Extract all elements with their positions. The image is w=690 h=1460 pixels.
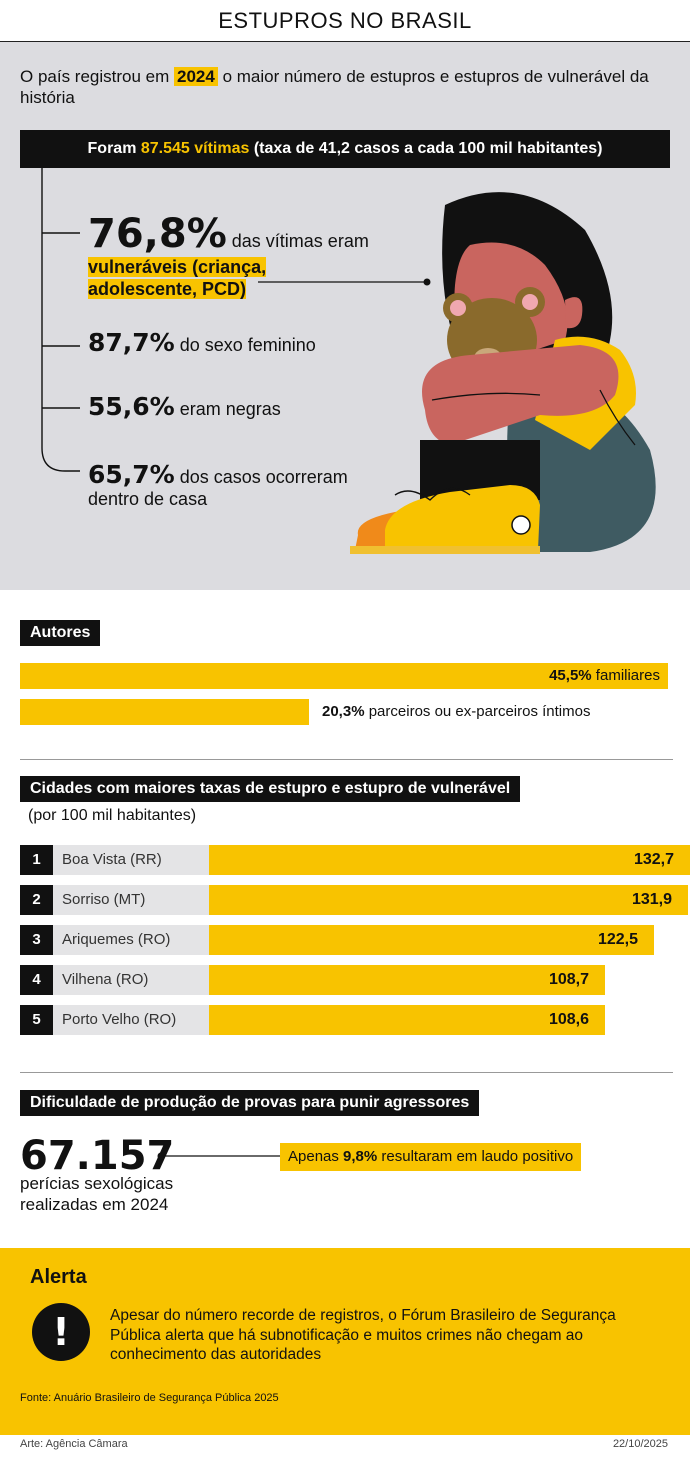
footer-date: 22/10/2025 xyxy=(612,1438,668,1450)
banner-victims: 87.545 vítimas xyxy=(140,140,250,157)
rank-bar: 122,5 xyxy=(209,925,654,955)
autores-pct-2: 20,3% xyxy=(322,703,365,720)
intro-before: O país registrou em xyxy=(20,67,175,86)
cidades-label: Cidades com maiores taxas de estupro e e… xyxy=(20,776,521,802)
callout-before: Apenas xyxy=(288,1148,344,1165)
rank-number: 5 xyxy=(20,1005,53,1035)
stat-pct-3: 55,6% xyxy=(88,392,175,421)
stat-text-4: dos casos ocorreram xyxy=(174,467,348,487)
intro-after: o maior número de estupros e estupros de… xyxy=(20,67,649,107)
stat-text-1: das vítimas eram xyxy=(226,231,369,251)
stat-feminino: 87,7% do sexo feminino xyxy=(88,330,316,356)
stats-connector-lines xyxy=(41,168,431,472)
rank-bar: 132,7 xyxy=(209,845,690,875)
stat-highlight-1a: vulneráveis (criança, xyxy=(88,257,267,277)
rank-row: 4 Vilhena (RO) 108,7 xyxy=(20,965,670,995)
cidades-subtitle: (por 100 mil habitantes) xyxy=(28,807,197,824)
stat-pct-1: 76,8% xyxy=(88,211,227,257)
pericias-line-1: perícias sexológicas xyxy=(20,1174,174,1193)
autores-label: Autores xyxy=(20,620,101,646)
intro-year: 2024 xyxy=(174,67,218,86)
divider xyxy=(20,1072,673,1073)
alert-text: Apesar do número recorde de registros, o… xyxy=(110,1307,616,1363)
stat-pct-4: 65,7% xyxy=(88,460,175,489)
alert-box xyxy=(0,1248,690,1435)
source-note: Fonte: Anuário Brasileiro de Segurança P… xyxy=(20,1392,279,1404)
rank-city: Ariquemes (RO) xyxy=(53,925,209,955)
rank-number: 1 xyxy=(20,845,53,875)
stat-text-2: do sexo feminino xyxy=(174,335,316,355)
stat-text-4b: dentro de casa xyxy=(88,489,208,509)
provas-label: Dificuldade de produção de provas para p… xyxy=(20,1090,480,1116)
rank-bar: 131,9 xyxy=(209,885,688,915)
rank-row: 2 Sorriso (MT) 131,9 xyxy=(20,885,688,915)
stat-highlight-1b: adolescente, PCD) xyxy=(88,279,247,299)
rank-number: 3 xyxy=(20,925,53,955)
page-title: ESTUPROS NO BRASIL xyxy=(0,0,690,42)
rank-number: 4 xyxy=(20,965,53,995)
rank-bar: 108,6 xyxy=(209,1005,605,1035)
callout-pct: 9,8% xyxy=(343,1148,378,1165)
pericias-connector xyxy=(157,1152,281,1160)
divider xyxy=(20,759,673,760)
stat-vulneraveis: 76,8% das vítimas eram vulneráveis (cria… xyxy=(88,212,369,300)
alert-title: Alerta xyxy=(30,1266,87,1288)
stat-pct-2: 87,7% xyxy=(88,328,175,357)
rank-row: 1 Boa Vista (RR) 132,7 xyxy=(20,845,690,875)
callout-after: resultaram em laudo positivo xyxy=(377,1148,574,1165)
footer-credit: Arte: Agência Câmara xyxy=(20,1438,128,1450)
autores-bar-parceiros xyxy=(20,699,309,725)
laudo-callout: Apenas 9,8% resultaram em laudo positivo xyxy=(280,1143,582,1171)
autores-pct-1: 45,5% xyxy=(549,667,592,684)
banner-before: Foram xyxy=(87,140,141,157)
stat-text-3: eram negras xyxy=(174,399,281,419)
exclamation-icon: ! xyxy=(32,1303,90,1361)
pericias-caption: perícias sexológicas realizadas em 2024 xyxy=(20,1173,173,1215)
autores-label-parceiros: 20,3% parceiros ou ex-parceiros íntimos xyxy=(322,699,590,725)
pericias-line-2: realizadas em 2024 xyxy=(20,1195,169,1214)
girl-with-teddy-illustration xyxy=(350,192,656,554)
rank-city: Boa Vista (RR) xyxy=(53,845,209,875)
intro-text: O país registrou em 2024 o maior número … xyxy=(20,66,670,108)
autores-bar-familiares: 45,5% familiares xyxy=(20,663,668,689)
autores-text-1: familiares xyxy=(591,667,660,684)
rank-number: 2 xyxy=(20,885,53,915)
stat-negras: 55,6% eram negras xyxy=(88,394,281,420)
rank-row: 3 Ariquemes (RO) 122,5 xyxy=(20,925,670,955)
stat-casa: 65,7% dos casos ocorreram dentro de casa xyxy=(88,462,348,510)
victims-banner: Foram 87.545 vítimas (taxa de 41,2 casos… xyxy=(20,130,670,168)
autores-text-2: parceiros ou ex-parceiros íntimos xyxy=(364,703,591,720)
rank-city: Sorriso (MT) xyxy=(53,885,209,915)
pericias-number: 67.157 xyxy=(20,1133,175,1179)
rank-bar: 108,7 xyxy=(209,965,605,995)
rank-row: 5 Porto Velho (RO) 108,6 xyxy=(20,1005,670,1035)
rank-city: Porto Velho (RO) xyxy=(53,1005,209,1035)
banner-after: (taxa de 41,2 casos a cada 100 mil habit… xyxy=(249,140,603,157)
rank-city: Vilhena (RO) xyxy=(53,965,209,995)
